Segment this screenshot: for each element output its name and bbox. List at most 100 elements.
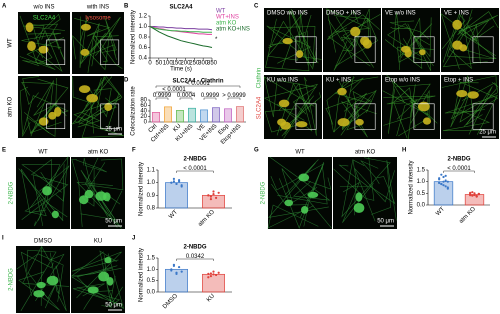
cell-body	[95, 191, 107, 201]
row-label: atm KO	[8, 97, 14, 118]
neurite	[333, 156, 375, 201]
chart-title: 2-NBDG	[447, 157, 470, 163]
cell-body	[84, 189, 94, 199]
neurite	[85, 157, 123, 217]
neurite	[280, 92, 321, 132]
chart-title: SLC2A4 - Clathrin	[172, 79, 223, 85]
cell-body	[25, 22, 34, 33]
inset-box	[46, 39, 66, 66]
bar	[152, 112, 160, 123]
y-tick-label: 0.8	[147, 206, 156, 212]
data-point	[217, 191, 220, 194]
inset-box	[354, 36, 376, 63]
cell-body	[452, 19, 462, 30]
neurite	[78, 76, 122, 125]
neurite	[341, 157, 391, 218]
neurite	[387, 23, 434, 67]
panel-label: F	[132, 148, 136, 154]
p-value: 0.0004	[177, 93, 196, 99]
cell-body	[48, 111, 57, 120]
y-tick-label: 1.5	[417, 168, 426, 174]
neurite	[34, 165, 70, 227]
neurite	[441, 75, 497, 127]
cell-body	[337, 87, 347, 96]
data-point	[442, 180, 445, 183]
neurite	[20, 168, 53, 215]
neurite	[326, 10, 359, 40]
neurite	[32, 24, 45, 59]
cell-body	[104, 102, 113, 111]
inset-box	[354, 103, 376, 130]
y-tick-label: 40	[140, 109, 147, 115]
image-label: KU + INS	[326, 78, 351, 84]
neurite	[72, 76, 94, 134]
bar	[236, 106, 244, 123]
cell-body	[42, 186, 52, 196]
cell-body	[417, 101, 430, 112]
neurite	[83, 290, 113, 310]
neurite	[442, 109, 491, 131]
significance-bracket	[155, 85, 241, 88]
neurite	[70, 251, 112, 277]
neurite	[24, 197, 47, 217]
column-label: atm KO	[88, 150, 109, 156]
cell-body	[298, 173, 310, 182]
y-tick-label: 0.0	[147, 290, 156, 296]
y-tick-label: 0.8	[139, 35, 148, 41]
data-point	[175, 272, 178, 275]
data-point	[214, 196, 218, 199]
cell-body	[80, 48, 90, 56]
data-point	[440, 182, 443, 186]
neurite	[41, 246, 65, 270]
neurite	[449, 14, 472, 70]
scale-label: 25 μm	[479, 130, 496, 136]
column-label: with INS	[86, 5, 109, 11]
series-line	[149, 26, 212, 35]
cell-body	[419, 49, 426, 56]
stain-label: Clathrin	[257, 68, 263, 89]
data-point	[177, 180, 181, 183]
neurite	[21, 174, 69, 227]
data-point	[438, 177, 441, 180]
data-point	[209, 275, 213, 278]
bar	[224, 108, 232, 123]
p-value: < 0.0001	[183, 166, 207, 172]
x-tick-label: 250	[189, 61, 200, 67]
data-point	[438, 181, 441, 184]
panel-label: H	[402, 148, 406, 154]
neurite	[386, 81, 413, 105]
neurite	[80, 23, 106, 67]
column-label: atm KO	[355, 150, 376, 156]
cell-body	[104, 256, 112, 264]
cell-body	[98, 271, 110, 282]
neurite	[457, 11, 499, 35]
y-tick-label: 1.1	[147, 168, 156, 174]
neurite	[265, 18, 310, 72]
panel-label: I	[2, 236, 4, 242]
cell-body	[404, 48, 412, 58]
neurite	[87, 33, 123, 73]
x-tick-label: 50	[156, 61, 163, 67]
chart-title: SLC2A4	[169, 5, 193, 11]
cell-body	[33, 290, 45, 298]
neurite	[441, 13, 466, 63]
data-point	[175, 182, 178, 186]
y-axis-label: Normalized intensity	[139, 248, 145, 302]
y-tick-label: 0.9	[147, 193, 156, 199]
row-label: WT	[8, 38, 14, 48]
image-label: Etop w/o INS	[385, 78, 420, 84]
data-point	[212, 270, 215, 273]
micrograph	[18, 76, 70, 138]
significance-bracket	[227, 97, 241, 100]
inset-box	[413, 36, 435, 63]
neurite	[396, 99, 418, 137]
series-line	[149, 26, 213, 48]
y-tick-label: 60	[140, 103, 147, 109]
neurite	[19, 86, 31, 138]
x-tick-label: VE	[197, 123, 207, 133]
neurite	[31, 159, 53, 190]
neurite	[446, 14, 497, 60]
inset-box	[472, 36, 494, 63]
x-tick-label: 150	[172, 61, 183, 67]
